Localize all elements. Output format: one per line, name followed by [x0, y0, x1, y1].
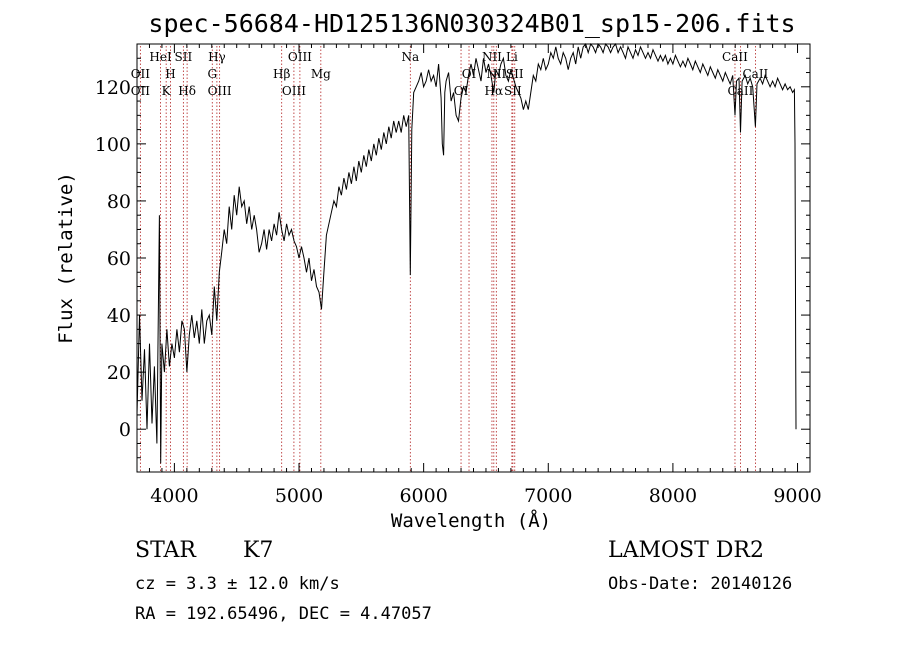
line-marker-label: K: [162, 84, 172, 98]
x-tick-label: 5000: [275, 485, 323, 507]
observation-date: Obs-Date: 20140126: [608, 574, 793, 594]
spectral-line-labels: HeIOIIOIIHKSIIHδHγGOIIIOIIIHβOIIIMgNaOIO…: [131, 50, 769, 98]
line-marker-label: OIII: [282, 84, 306, 98]
line-marker-label: SII: [504, 84, 522, 98]
line-marker-label: CaII: [728, 84, 754, 98]
line-marker-label: Hδ: [178, 84, 196, 98]
line-marker-label: Li: [506, 50, 518, 64]
spectrum-line: [136, 42, 797, 464]
y-axis: 0 20 40 60 80 100 120: [95, 57, 810, 459]
line-marker-label: OII: [131, 84, 151, 98]
line-marker-label: OII: [131, 67, 151, 81]
y-tick-label: 0: [119, 419, 131, 441]
object-subclass: K7: [243, 538, 274, 563]
line-marker-label: OI: [454, 84, 469, 98]
object-class: STAR: [135, 538, 196, 563]
y-tick-label: 20: [107, 362, 131, 384]
y-tick-label: 40: [107, 305, 131, 327]
line-marker-label: SII: [175, 50, 193, 64]
redshift-velocity: cz = 3.3 ± 12.0 km/s: [135, 574, 340, 594]
x-tick-label: 8000: [649, 485, 697, 507]
line-marker-label: Na: [401, 50, 419, 64]
x-tick-label: 4000: [150, 485, 198, 507]
plot-frame: [136, 43, 811, 473]
x-tick-label: 6000: [399, 485, 447, 507]
line-marker-label: Mg: [311, 67, 331, 81]
y-tick-label: 120: [95, 77, 131, 99]
y-axis-label: Flux (relative): [55, 172, 77, 344]
y-tick-label: 80: [107, 191, 131, 213]
y-tick-label: 100: [95, 134, 131, 156]
line-marker-label: HeI: [149, 50, 172, 64]
y-tick-label: 60: [107, 248, 131, 270]
line-marker-label: OIII: [288, 50, 312, 64]
line-marker-label: CaII: [742, 67, 768, 81]
line-marker-label: OIII: [208, 84, 232, 98]
survey-name: LAMOST DR2: [608, 538, 764, 563]
line-marker-label: Hβ: [273, 67, 290, 81]
coordinates: RA = 192.65496, DEC = 4.47057: [135, 604, 432, 624]
x-axis-label: Wavelength (Å): [391, 509, 551, 532]
chart-title: spec-56684-HD125136N030324B01_sp15-206.f…: [148, 9, 795, 38]
line-marker-label: NII: [482, 50, 502, 64]
line-marker-label: G: [207, 67, 217, 81]
x-tick-label: 7000: [524, 485, 572, 507]
line-marker-label: H: [165, 67, 175, 81]
line-marker-label: CaII: [722, 50, 748, 64]
line-marker-label: Hγ: [208, 50, 226, 64]
x-axis: 4000 5000 6000 7000 8000 9000: [136, 44, 822, 507]
spectral-line-markers: [139, 46, 756, 472]
x-tick-label: 9000: [773, 485, 821, 507]
